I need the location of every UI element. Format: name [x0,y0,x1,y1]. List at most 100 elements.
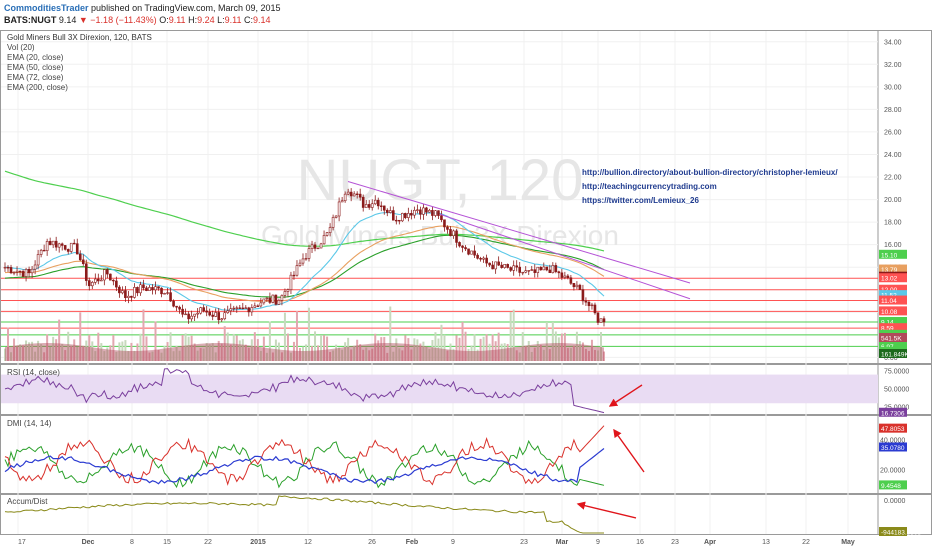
volume-bar [494,341,497,361]
dmi-label[interactable]: DMI (14, 14) [7,419,52,428]
volume-bar [575,331,578,361]
legend-ema50[interactable]: EMA (50, close) [7,63,64,72]
volume-bar [178,350,181,361]
candle-body [431,210,434,216]
volume-bar [181,335,184,361]
legend-ema200[interactable]: EMA (200, close) [7,83,68,92]
candle-body [295,265,299,276]
time-tick: 23 [520,539,528,546]
author-links[interactable]: http://bullion.directory/about-bullion-d… [582,168,838,205]
candle-body [590,304,594,307]
accumdist-pane[interactable] [0,494,932,535]
volume-bar [476,349,479,361]
volume-bar [103,351,106,361]
candle-body [310,244,314,249]
volume-bar [70,345,73,361]
price-badge [879,295,907,305]
volume-bar [374,333,377,361]
candle-body [90,282,94,287]
candle-body [352,193,356,197]
volume-bar [106,347,109,361]
trend-lines[interactable] [347,181,691,300]
candle-body [15,270,19,273]
candle-body [205,310,208,313]
candle-body [413,209,416,216]
legend-ema72[interactable]: EMA (72, close) [7,73,64,82]
candle-body [506,264,509,268]
volume-bar [557,337,560,361]
candle-body [223,312,227,320]
volume-bar [76,346,79,361]
candle-body [265,297,269,300]
link-bullion[interactable]: http://bullion.directory/about-bullion-d… [582,168,838,177]
candle-body [464,247,467,250]
candle-body [401,213,404,222]
legend-ema20[interactable]: EMA (20, close) [7,53,64,62]
candle-body [145,287,148,291]
time-tick: Apr [704,539,716,546]
candle-body [235,307,239,309]
candle-body [66,249,70,252]
rsi-tick: 75.0000 [884,369,909,376]
candle-body [337,201,341,217]
volume-bar [368,350,371,361]
volume-bar [271,352,274,361]
volume-bar [220,343,223,361]
volume-bar [416,339,419,361]
volume-ma-area [5,343,604,361]
candle-body [551,265,555,274]
rsi-line [4,368,605,414]
rsi-badge-text: 16.7306 [881,410,905,417]
ema200-line [4,170,605,252]
price-badge-text: 8.59 [881,326,894,333]
candle-body [100,279,103,282]
link-twitter[interactable]: https://twitter.com/Lemieux_26 [582,196,699,205]
candle-body [382,205,386,211]
volume-bar [40,344,43,361]
symbol[interactable]: BATS:NUGT [4,15,57,25]
candle-body [593,304,597,314]
accumdist-label[interactable]: Accum/Dist [7,497,48,506]
candle-body [283,291,287,296]
candle-body [262,298,266,304]
volume-bar [320,335,323,361]
candle-body [124,290,127,299]
legend-vol[interactable]: Vol (20) [7,43,35,52]
candle-body [238,307,242,309]
indicator-legend[interactable]: Gold Miners Bull 3X Direxion, 120, BATS … [7,33,152,92]
volume-bar [49,346,52,361]
candle-body [419,209,422,215]
volume-bar [157,349,160,361]
volume-bar [61,343,64,361]
volume-bar [94,351,97,361]
volume-bar [136,343,139,361]
candle-body [443,219,446,228]
volume-bar [530,351,533,361]
price-tick: 30.00 [884,84,902,91]
chart-canvas[interactable]: NUGT, 120 Gold Miners Bull 3X Direxion G… [0,30,932,550]
volume-bar [31,341,34,361]
author-link[interactable]: CommoditiesTrader [4,3,89,13]
rsi-label[interactable]: RSI (14, close) [7,368,60,377]
candle-body [181,308,184,315]
watermark-symbol: NUGT, 120 [297,148,584,213]
candle-body [6,266,10,269]
candle-body [12,272,16,274]
candle-body [521,271,525,274]
dmi-arrow [613,428,645,473]
volume-bar [419,343,422,361]
volume-bar [19,344,22,361]
candle-body [575,284,579,288]
candle-body [548,269,552,274]
candle-body [154,286,157,291]
volume-badge-text: 541.5K [881,336,902,343]
volume-bar [563,332,566,361]
price-pane[interactable] [0,30,932,364]
volume-bar [536,341,539,361]
candle-body [106,269,109,275]
link-teaching[interactable]: http://teachingcurrencytrading.com [582,182,717,191]
candle-body [518,266,522,273]
publish-line: CommoditiesTrader published on TradingVi… [4,3,281,13]
volume-bar [232,333,235,361]
price-tick: 22.00 [884,175,902,182]
